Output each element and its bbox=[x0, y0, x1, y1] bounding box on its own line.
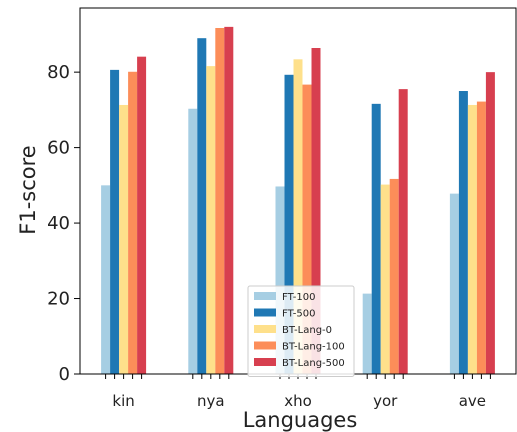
legend-swatch-ft-500 bbox=[254, 308, 276, 317]
bar-ft-500-ave bbox=[458, 91, 468, 374]
legend-swatch-ft-100 bbox=[254, 292, 276, 300]
x-tick-label-xho: xho bbox=[284, 392, 312, 410]
bar-bt-lang-100-ave bbox=[476, 101, 486, 374]
x-tick-label-kin: kin bbox=[112, 392, 134, 410]
legend-swatch-bt-lang-0 bbox=[254, 325, 276, 333]
bar-ft-100-xho bbox=[275, 186, 285, 374]
legend-swatch-bt-lang-500 bbox=[254, 358, 276, 366]
x-tick-label-nya: nya bbox=[197, 392, 225, 410]
bar-ft-500-xho bbox=[284, 74, 294, 374]
y-tick-label: 40 bbox=[47, 213, 70, 234]
y-axis-title: F1-score bbox=[16, 145, 40, 234]
legend-label-bt-lang-500: BT-Lang-500 bbox=[282, 358, 345, 369]
bar-bt-lang-0-kin bbox=[119, 104, 129, 374]
y-axis: 0 20 40 60 80 bbox=[47, 62, 80, 385]
bar-ft-500-yor bbox=[371, 103, 381, 374]
bar-bt-lang-500-kin bbox=[137, 56, 147, 375]
bar-bt-lang-500-xho bbox=[311, 48, 321, 374]
bar-bt-lang-100-kin bbox=[128, 71, 138, 375]
y-tick-label: 20 bbox=[47, 289, 70, 310]
bar-ft-100-yor bbox=[362, 293, 372, 374]
bar-bt-lang-500-ave bbox=[485, 72, 495, 374]
legend-label-ft-500: FT-500 bbox=[282, 309, 315, 320]
x-axis: kin nya xho yor ave bbox=[105, 374, 491, 410]
bar-bt-lang-100-nya bbox=[215, 28, 225, 374]
legend-label-ft-100: FT-100 bbox=[282, 292, 315, 303]
y-tick-label: 60 bbox=[47, 138, 70, 159]
bar-ft-100-nya bbox=[188, 108, 198, 375]
x-tick-label-ave: ave bbox=[459, 392, 486, 410]
plot-area bbox=[79, 7, 517, 375]
bar-bt-lang-500-nya bbox=[224, 26, 234, 375]
bar-ft-500-kin bbox=[110, 69, 120, 374]
bar-bt-lang-0-nya bbox=[206, 66, 216, 375]
bar-bt-lang-100-xho bbox=[302, 84, 312, 374]
legend-label-bt-lang-100: BT-Lang-100 bbox=[282, 342, 345, 353]
legend-swatch-bt-lang-100 bbox=[254, 341, 276, 350]
bar-bt-lang-0-yor bbox=[380, 184, 390, 374]
legend-label-bt-lang-0: BT-Lang-0 bbox=[282, 325, 332, 336]
x-tick-label-yor: yor bbox=[373, 392, 398, 410]
bar-ft-100-ave bbox=[449, 193, 459, 374]
bar-bt-lang-0-xho bbox=[293, 59, 303, 374]
bar-ft-100-kin bbox=[101, 185, 111, 374]
y-tick-label: 0 bbox=[59, 364, 70, 385]
y-tick-label: 80 bbox=[47, 62, 70, 83]
bar-bt-lang-100-yor bbox=[389, 178, 399, 374]
x-axis-title: Languages bbox=[243, 408, 358, 432]
bar-bt-lang-500-yor bbox=[398, 89, 408, 375]
bar-ft-500-nya bbox=[197, 38, 207, 374]
legend: FT-100 FT-500 BT-Lang-0 BT-Lang-100 BT-Lang-… bbox=[247, 285, 355, 377]
bar-bt-lang-0-ave bbox=[467, 104, 477, 374]
